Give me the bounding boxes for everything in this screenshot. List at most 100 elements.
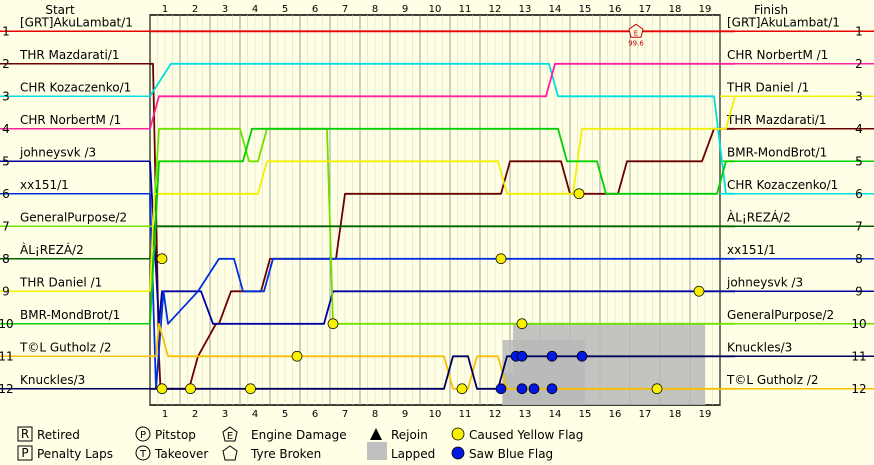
finish-driver-label: GeneralPurpose/2 bbox=[727, 308, 834, 322]
position-number-right: 11 bbox=[851, 349, 866, 363]
engine-damage-icon bbox=[222, 426, 238, 442]
legend-engine: Engine Damage bbox=[251, 428, 347, 442]
position-number-left: 12 bbox=[0, 382, 14, 396]
legend-lapped: Lapped bbox=[391, 447, 435, 461]
start-driver-label: [GRT]AkuLambat/1 bbox=[20, 15, 133, 29]
yellow-flag-icon bbox=[451, 427, 465, 441]
start-driver-label: Knuckles/3 bbox=[20, 373, 85, 387]
lap-tick-label-bottom: 12 bbox=[489, 409, 502, 420]
position-number-left: 1 bbox=[2, 24, 10, 38]
finish-driver-label: Knuckles/3 bbox=[727, 340, 792, 354]
position-number-right: 12 bbox=[851, 382, 866, 396]
driver-line bbox=[150, 127, 735, 325]
lap-tick-label-top: 8 bbox=[372, 4, 378, 15]
legend-pitstop: Pitstop bbox=[155, 428, 196, 442]
engine-damage-marker bbox=[628, 23, 644, 38]
driver-line bbox=[149, 62, 735, 195]
rejoin-icon bbox=[370, 428, 382, 440]
axis-labels: Start Finish bbox=[45, 3, 788, 17]
start-driver-label: BMR-MondBrot/1 bbox=[20, 308, 120, 322]
lap-tick-label-top: 18 bbox=[669, 4, 682, 15]
position-number-right: 4 bbox=[855, 122, 863, 136]
lap-tick-label-top: 17 bbox=[639, 4, 652, 15]
lap-tick-label-top: 1 bbox=[162, 4, 168, 15]
flag-markers: E 99.6 bbox=[156, 23, 705, 395]
lap-tick-label-bottom: 9 bbox=[402, 409, 408, 420]
yellow-flag-marker bbox=[693, 285, 705, 297]
yellow-flag-marker bbox=[245, 383, 256, 395]
yellow-flag-marker bbox=[291, 350, 303, 362]
blue-flag-marker bbox=[546, 350, 558, 362]
legend-penalty: Penalty Laps bbox=[37, 447, 113, 461]
takeover-glyph: T bbox=[139, 449, 147, 460]
position-number-left: 3 bbox=[2, 89, 10, 103]
lap-tick-label-top: 16 bbox=[609, 4, 622, 15]
finish-header: Finish bbox=[754, 3, 788, 17]
position-number-left: 6 bbox=[2, 187, 10, 201]
lap-tick-label-top: 13 bbox=[519, 4, 532, 15]
yellow-flag-marker bbox=[651, 383, 663, 395]
position-number-left: 8 bbox=[2, 252, 10, 266]
position-number-right: 7 bbox=[855, 219, 863, 233]
start-driver-label: GeneralPurpose/2 bbox=[20, 210, 127, 224]
lap-tick-label-top: 10 bbox=[429, 4, 442, 15]
lap-tick-label-bottom: 11 bbox=[459, 409, 472, 420]
lap-tick-label-top: 3 bbox=[222, 4, 228, 15]
lap-tick-label-bottom: 18 bbox=[669, 409, 682, 420]
legend-yellow: Caused Yellow Flag bbox=[469, 428, 583, 442]
lap-tick-label-top: 11 bbox=[459, 4, 472, 15]
blue-flag-marker bbox=[576, 350, 588, 362]
start-driver-label: johneysvk /3 bbox=[19, 145, 96, 159]
lap-tick-label-top: 2 bbox=[192, 4, 198, 15]
finish-driver-label: ÀL¡REZÁ/2 bbox=[727, 209, 791, 224]
position-number-left: 5 bbox=[2, 154, 10, 168]
position-number-left: 11 bbox=[0, 349, 14, 363]
legend-retired: Retired bbox=[37, 428, 80, 442]
yellow-flag-marker bbox=[516, 318, 528, 330]
position-number-right: 3 bbox=[855, 89, 863, 103]
legend-blue: Saw Blue Flag bbox=[469, 447, 553, 461]
finish-driver-label: johneysvk /3 bbox=[726, 275, 803, 289]
driver-line bbox=[149, 62, 735, 130]
driver-line bbox=[150, 322, 735, 390]
lap-tick-label-top: 15 bbox=[579, 4, 592, 15]
lapped-area bbox=[513, 323, 705, 405]
position-number-right: 6 bbox=[855, 187, 863, 201]
legend: R Retired P Penalty Laps P Pitstop T Tak… bbox=[17, 426, 583, 461]
start-driver-label: xx151/1 bbox=[20, 178, 69, 192]
blue-flag-marker bbox=[546, 383, 558, 395]
lap-tick-label-top: 14 bbox=[549, 4, 562, 15]
finish-driver-label: CHR NorbertM /1 bbox=[727, 48, 828, 62]
position-number-left: 2 bbox=[2, 57, 10, 71]
yellow-flag-marker bbox=[573, 188, 585, 200]
legend-tyre: Tyre Broken bbox=[250, 447, 321, 461]
yellow-flag-marker bbox=[156, 383, 168, 395]
start-driver-label: CHR Kozaczenko/1 bbox=[20, 80, 131, 94]
lapped-areas bbox=[502, 323, 705, 405]
lap-tick-label-bottom: 5 bbox=[282, 409, 288, 420]
lap-tick-label-bottom: 16 bbox=[609, 409, 622, 420]
lap-tick-label-bottom: 3 bbox=[222, 409, 228, 420]
engine-damage-glyph: E bbox=[634, 29, 638, 37]
lap-tick-label-bottom: 4 bbox=[252, 409, 258, 420]
finish-driver-label: T©L Gutholz /2 bbox=[726, 373, 819, 387]
position-number-right: 10 bbox=[851, 317, 866, 331]
engine-damage-label: 99.6 bbox=[628, 39, 644, 47]
takeover-icon bbox=[135, 445, 151, 461]
yellow-flag-marker bbox=[156, 253, 168, 265]
yellow-flag-marker bbox=[327, 318, 339, 330]
position-number-right: 5 bbox=[855, 154, 863, 168]
driver-line bbox=[149, 193, 735, 390]
lap-tick-label-bottom: 7 bbox=[342, 409, 348, 420]
legend-rejoin: Rejoin bbox=[391, 428, 428, 442]
tyre-broken-icon bbox=[222, 445, 238, 461]
lap-tick-label-bottom: 10 bbox=[429, 409, 442, 420]
start-driver-label: T©L Gutholz /2 bbox=[19, 340, 112, 354]
lap-tick-label-top: 6 bbox=[312, 4, 318, 15]
position-number-left: 4 bbox=[2, 122, 10, 136]
blue-flag-marker bbox=[528, 383, 540, 395]
start-driver-label: CHR NorbertM /1 bbox=[20, 113, 121, 127]
engine-glyph: E bbox=[227, 431, 233, 442]
penalty-icon bbox=[17, 445, 33, 461]
